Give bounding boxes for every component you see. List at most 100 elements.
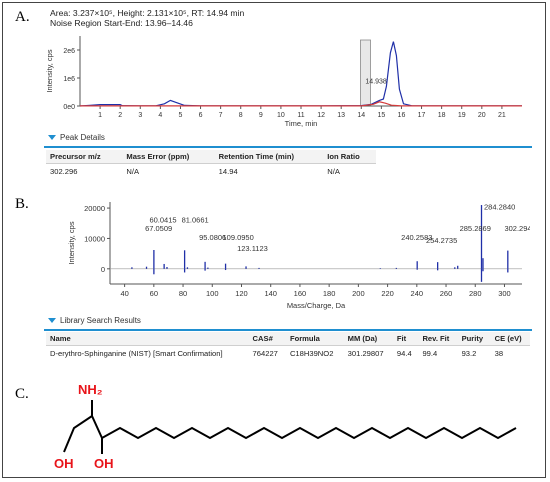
x-axis-label: Mass/Charge, Da — [287, 301, 346, 310]
x-tick-label: 240 — [411, 289, 424, 298]
cell-ce: 38 — [494, 349, 504, 358]
y-tick-label: 20000 — [84, 204, 105, 213]
x-tick-label: 9 — [259, 112, 263, 119]
table-row[interactable]: 302.296 N/A 14.94 N/A — [46, 164, 376, 180]
x-tick-label: 17 — [418, 112, 426, 119]
x-tick-label: 180 — [323, 289, 336, 298]
x-tick-label: 19 — [458, 112, 466, 119]
cell-retention-time: 14.94 — [218, 167, 238, 176]
x-tick-label: 6 — [199, 112, 203, 119]
x-tick-label: 100 — [206, 289, 219, 298]
x-tick-label: 18 — [438, 112, 446, 119]
x-tick-label: 4 — [158, 112, 162, 119]
col-formula: Formula — [285, 332, 344, 346]
cell-mass-error: N/A — [126, 167, 140, 176]
x-tick-label: 200 — [352, 289, 365, 298]
panel-b-letter: B. — [15, 196, 29, 212]
cell-fit: 94.4 — [396, 349, 412, 358]
x-tick-label: 160 — [294, 289, 307, 298]
y-axis-label: Intensity, cps — [67, 221, 76, 264]
carbon-skeleton — [63, 414, 517, 453]
x-tick-label: 3 — [138, 112, 142, 119]
y-tick-label: 2e6 — [63, 48, 75, 55]
x-tick-label: 40 — [120, 289, 128, 298]
x-tick-label: 13 — [337, 112, 345, 119]
peak-mz-label: 60.0415 — [149, 216, 176, 225]
table-header-row: Precursor m/z Mass Error (ppm) Retention… — [46, 150, 376, 164]
cell-cas: 764227 — [252, 349, 278, 358]
noise-region-box — [360, 39, 371, 107]
col-precursor-mz: Precursor m/z — [46, 150, 123, 164]
peak-mz-label: 302.2942 — [504, 224, 530, 233]
col-name: Name — [46, 332, 249, 346]
y-tick-label: 1e6 — [63, 76, 75, 83]
x-tick-label: 11 — [297, 112, 304, 119]
library-results-title: Library Search Results — [60, 316, 141, 325]
peak-mz-label: 67.0509 — [145, 224, 172, 233]
col-mm: MM (Da) — [343, 332, 393, 346]
cell-rev-fit: 99.4 — [422, 349, 438, 358]
peak-rt-label: 14.938 — [365, 79, 387, 86]
peak-mz-label: 284.2840 — [484, 203, 515, 212]
noise-region-info: Noise Region Start-End: 13.96–14.46 — [50, 18, 193, 28]
y-tick-label: 0e0 — [63, 104, 75, 111]
peak-mz-label: 240.2583 — [401, 233, 432, 242]
col-mass-error: Mass Error (ppm) — [122, 150, 215, 164]
figure-frame — [2, 2, 546, 478]
x-tick-label: 140 — [264, 289, 277, 298]
chromatogram-trace-1 — [80, 101, 522, 107]
col-rev-fit: Rev. Fit — [418, 332, 458, 346]
cell-formula: C18H39NO2 — [289, 349, 334, 358]
table-row[interactable]: D-erythro-Sphinganine (NIST) [Smart Conf… — [46, 346, 530, 362]
panel-c-letter: C. — [15, 386, 29, 402]
panel-a-letter: A. — [15, 9, 30, 25]
col-ion-ratio: Ion Ratio — [323, 150, 376, 164]
peak-mz-label: 95.0806 — [199, 233, 226, 242]
x-tick-label: 80 — [179, 289, 187, 298]
x-tick-label: 300 — [498, 289, 511, 298]
collapse-triangle-icon[interactable] — [48, 318, 56, 324]
cell-name: D-erythro-Sphinganine (NIST) [Smart Conf… — [50, 349, 223, 358]
col-purity: Purity — [457, 332, 491, 346]
y-tick-label: 10000 — [84, 234, 105, 243]
mass-spectrum-chart: 0 10000 20000 40 60 80 100 120 140 160 180 200 220 24… — [67, 202, 530, 310]
x-axis-label: Time, min — [285, 119, 318, 128]
library-results-table: Name CAS# Formula MM (Da) Fit Rev. Fit P… — [46, 332, 530, 361]
col-cas: CAS# — [248, 332, 286, 346]
oh-label-2: OH — [94, 456, 114, 471]
x-tick-label: 15 — [377, 112, 385, 119]
x-tick-label: 21 — [498, 112, 506, 119]
x-tick-label: 10 — [277, 112, 285, 119]
col-ce: CE (eV) — [490, 332, 530, 346]
x-tick-label: 60 — [150, 289, 158, 298]
y-tick-label: 0 — [101, 265, 105, 274]
peak-mz-label: 254.2735 — [426, 236, 457, 245]
cell-precursor-mz: 302.296 — [50, 167, 78, 176]
peak-mz-label: 123.1123 — [237, 244, 268, 253]
peak-details-title: Peak Details — [60, 133, 105, 142]
collapse-triangle-icon[interactable] — [48, 135, 56, 141]
peak-details-header[interactable]: Peak Details — [44, 133, 532, 148]
table-header-row: Name CAS# Formula MM (Da) Fit Rev. Fit P… — [46, 332, 530, 346]
x-tick-label: 120 — [235, 289, 248, 298]
x-tick-label: 12 — [317, 112, 325, 119]
x-tick-label: 14 — [357, 112, 365, 119]
x-tick-label: 280 — [469, 289, 482, 298]
x-tick-label: 2 — [118, 112, 122, 119]
y-axis-label: Intensity, cps — [45, 49, 54, 92]
chromatogram-trace-0 — [79, 41, 522, 107]
x-tick-label: 7 — [219, 112, 223, 119]
x-tick-label: 8 — [239, 112, 243, 119]
col-fit: Fit — [392, 332, 419, 346]
chromatogram-peak-info: Area: 3.237×10⁵, Height: 2.131×10⁵, RT: … — [50, 8, 245, 18]
cell-ion-ratio: N/A — [327, 167, 340, 176]
cell-purity: 93.2 — [461, 349, 477, 358]
nh2-label: NH₂ — [78, 382, 103, 397]
x-tick-label: 20 — [478, 112, 486, 119]
x-tick-label: 260 — [440, 289, 453, 298]
peak-details-table: Precursor m/z Mass Error (ppm) Retention… — [46, 150, 376, 179]
cell-mm: 301.29807 — [347, 349, 384, 358]
library-results-header[interactable]: Library Search Results — [44, 316, 532, 331]
peak-mz-label: 285.2869 — [460, 224, 491, 233]
